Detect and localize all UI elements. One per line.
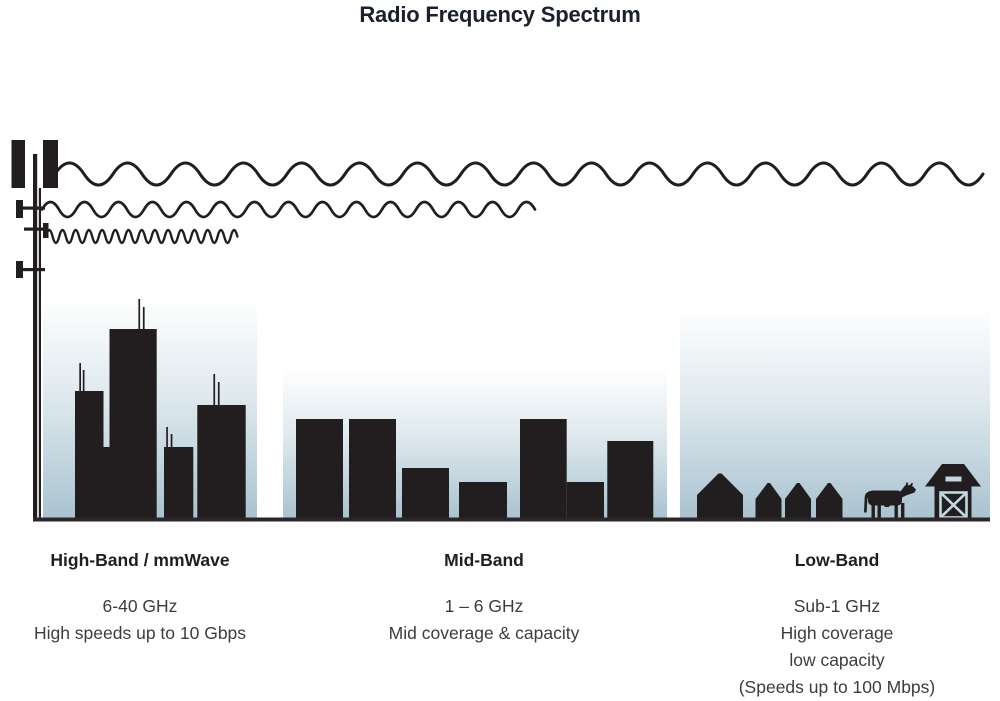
mid-band-heading: Mid-Band — [444, 550, 524, 570]
high-band-description: High speeds up to 10 Gbps — [33, 623, 247, 643]
mid-band-description: Mid coverage & capacity — [388, 623, 580, 643]
high-band-frequency: 6-40 GHz — [102, 596, 178, 616]
page-title: Radio Frequency Spectrum — [359, 2, 641, 27]
low-band-heading: Low-Band — [794, 550, 880, 570]
cow-icon — [864, 482, 916, 518]
high-band-label: High-Band / mmWave 6-40 GHz High speeds … — [16, 549, 264, 647]
long-radio-wave — [53, 161, 985, 187]
low-band-coverage: High coverage — [780, 623, 894, 643]
midsize-buildings — [296, 419, 654, 520]
medium-radio-wave — [40, 200, 537, 219]
low-band-capacity: low capacity — [789, 650, 885, 670]
ground-line — [33, 517, 990, 522]
rural-houses — [697, 473, 843, 518]
low-band-frequency: Sub-1 GHz — [793, 596, 881, 616]
short-radio-wave — [44, 228, 239, 245]
mid-band-frequency: 1 – 6 GHz — [444, 596, 524, 616]
low-band-speed: (Speeds up to 100 Mbps) — [738, 677, 936, 697]
barn-icon — [925, 464, 981, 519]
mid-band-label: Mid-Band 1 – 6 GHz Mid coverage & capaci… — [360, 549, 608, 647]
high-band-heading: High-Band / mmWave — [50, 550, 230, 570]
low-band-label: Low-Band Sub-1 GHz High coverage low cap… — [697, 549, 977, 701]
city-skyline — [75, 299, 246, 520]
cell-tower-icon — [11, 140, 58, 520]
